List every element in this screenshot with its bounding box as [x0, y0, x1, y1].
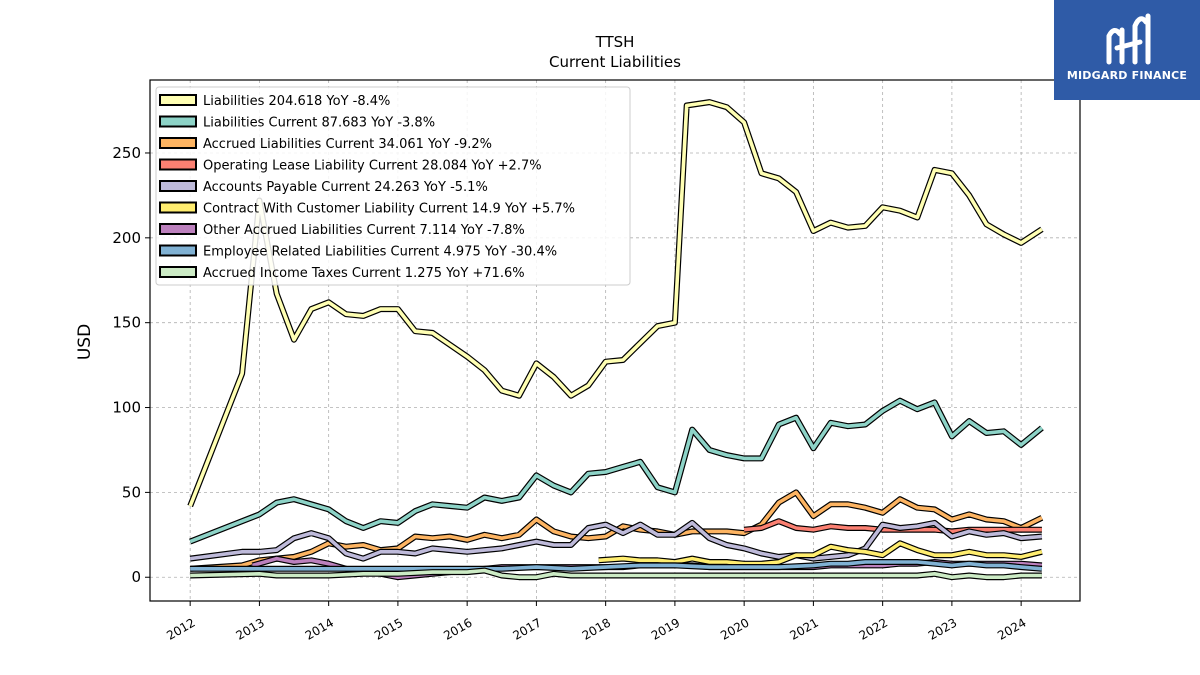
legend-label: Liabilities Current 87.683 YoY -3.8% — [203, 116, 435, 131]
legend-label: Employee Related Liabilities Current 4.9… — [203, 245, 557, 260]
legend-swatch — [159, 201, 197, 214]
chart-title: TTSH — [595, 33, 635, 51]
y-axis-label: USD — [75, 324, 95, 360]
legend-label: Other Accrued Liabilities Current 7.114 … — [203, 223, 525, 238]
series-line-8 — [190, 568, 1042, 580]
legend-swatch — [159, 137, 197, 149]
legend-label: Accrued Income Taxes Current 1.275 YoY +… — [203, 266, 525, 281]
series-line-5 — [598, 541, 1043, 566]
legend-swatch — [159, 94, 197, 106]
series-lines — [187, 99, 1044, 581]
y-tick-label: 200 — [112, 229, 141, 247]
plot-frame — [149, 79, 1081, 602]
legend-label: Operating Lease Liability Current 28.084… — [203, 159, 542, 174]
legend-label: Accrued Liabilities Current 34.061 YoY -… — [203, 137, 492, 152]
y-tick-label: 250 — [112, 144, 141, 162]
series-line-4 — [189, 521, 1043, 561]
y-tick-label: 50 — [122, 483, 141, 501]
legend-label: Liabilities 204.618 YoY -8.4% — [203, 94, 390, 109]
legend-swatch — [159, 180, 197, 192]
legend-label: Accounts Payable Current 24.263 YoY -5.1… — [203, 180, 488, 195]
legend-swatch — [159, 266, 197, 278]
series-line-3 — [743, 519, 1042, 534]
legend-swatch — [159, 223, 197, 235]
series-line-0 — [188, 100, 1043, 507]
midgard-finance-logo: MIDGARD FINANCE — [1054, 0, 1200, 100]
legend: Liabilities 204.618 YoY -8.4% Liabilities… — [155, 86, 631, 286]
legend-swatch — [159, 244, 197, 257]
series-line-1 — [189, 398, 1044, 544]
logo-mark-icon — [1054, 0, 1200, 100]
logo-name: MIDGARD FINANCE — [1066, 69, 1188, 82]
chart-subtitle: Current Liabilities — [549, 53, 681, 71]
legend-swatch — [159, 158, 197, 171]
legend-label: Contract With Customer Liability Current… — [203, 202, 575, 217]
y-tick-label: 150 — [112, 314, 141, 332]
y-tick-label: 0 — [131, 568, 141, 586]
legend-swatch — [159, 115, 197, 128]
legend-frame — [155, 86, 631, 286]
y-tick-label: 100 — [112, 399, 141, 417]
